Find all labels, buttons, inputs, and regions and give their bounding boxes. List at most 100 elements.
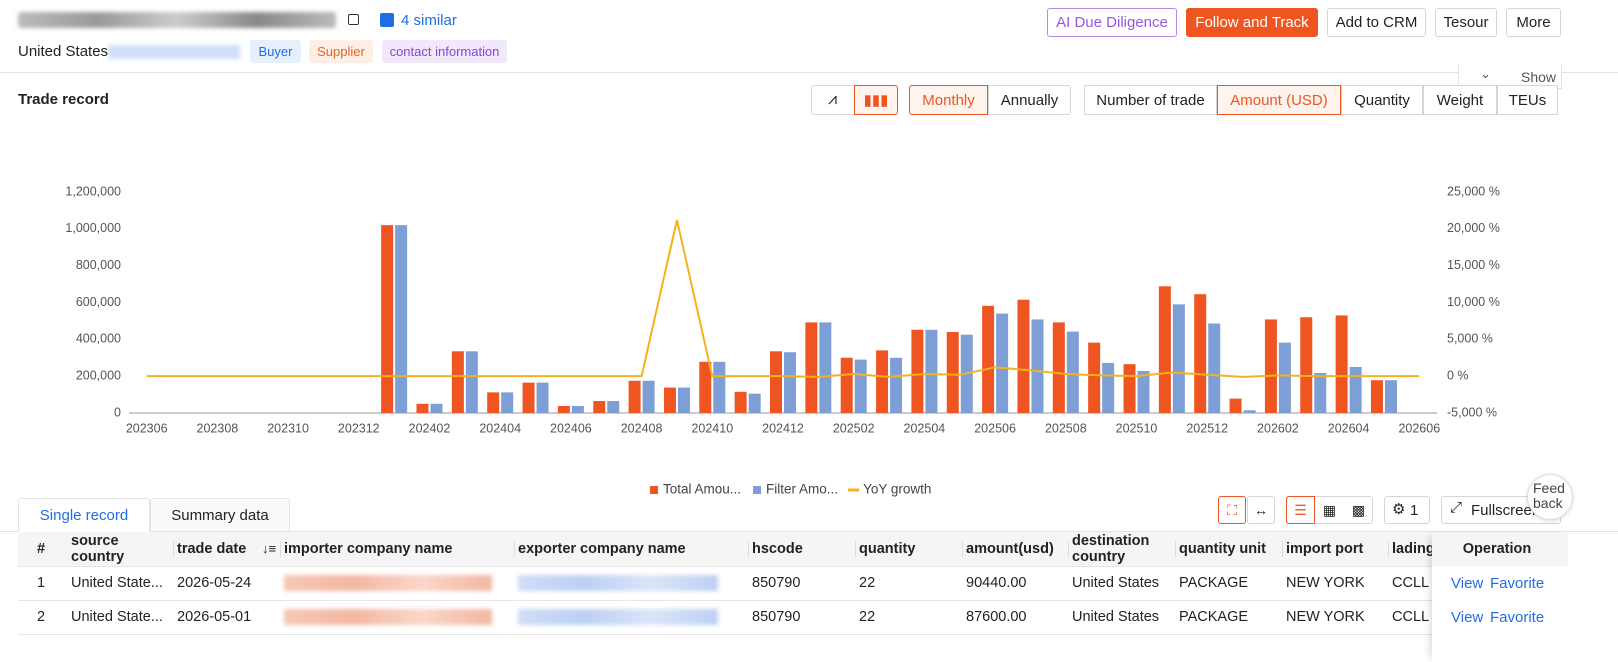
row-action[interactable]: View [1451, 608, 1484, 626]
dense-view[interactable]: ▩ [1351, 501, 1366, 518]
legend-swatch [650, 486, 658, 494]
line [146, 219, 1420, 378]
bar [819, 322, 832, 413]
tab[interactable]: Summary data [150, 498, 290, 532]
period-option[interactable]: Monthly [909, 85, 988, 115]
bar [593, 401, 606, 413]
table-cell: 22 [859, 609, 876, 625]
table-cell: PACKAGE [1179, 575, 1249, 591]
y-tick-label: 1,200,000 [65, 184, 121, 198]
x-tick-label: 202502 [833, 421, 875, 435]
bar [840, 357, 853, 413]
row-action[interactable]: Favorite [1490, 574, 1545, 592]
bar [536, 382, 549, 413]
bar [381, 225, 394, 413]
table-cell: 2 [36, 609, 46, 625]
x-tick-label: 202506 [974, 421, 1016, 435]
y-tick-label: 600,000 [76, 295, 121, 309]
column-separator [855, 541, 856, 557]
copy-icon[interactable] [348, 14, 359, 25]
metric-option[interactable]: TEUs [1497, 85, 1558, 115]
table-cell: 850790 [752, 609, 801, 625]
list-view[interactable]: ☰ [1286, 496, 1315, 524]
bar [890, 357, 903, 413]
legend-label: YoY growth [863, 482, 931, 497]
divider [0, 72, 1618, 73]
y-tick-label: 400,000 [76, 332, 121, 346]
bar [1229, 398, 1242, 413]
action-button[interactable]: Tesour [1435, 8, 1497, 37]
column-header: Operation [1462, 541, 1532, 557]
metric-option[interactable]: Amount (USD) [1217, 85, 1341, 115]
bar [1102, 362, 1115, 413]
bar [854, 359, 867, 413]
x-tick-label: 202406 [550, 421, 592, 435]
table-cell: 22 [859, 575, 876, 591]
column-separator [1068, 541, 1069, 557]
bar [571, 406, 584, 413]
y2-tick-label: -5,000 % [1447, 405, 1497, 419]
table-cell: 90440.00 [966, 575, 1027, 591]
bar [1384, 380, 1397, 413]
bar [1264, 319, 1277, 413]
row-action[interactable]: Favorite [1490, 608, 1545, 626]
column-header: quantity unit [1179, 541, 1266, 557]
blurred-address [108, 45, 240, 59]
tab[interactable]: Single record [18, 498, 150, 532]
table-cell: 1 [36, 575, 46, 591]
metric-option[interactable]: Weight [1423, 85, 1497, 115]
bar [1335, 315, 1348, 413]
x-tick-label: 202312 [338, 421, 380, 435]
blurred-exporter [518, 609, 718, 625]
row-line [18, 566, 1568, 567]
similar-link[interactable]: 4 similar [401, 12, 457, 29]
y2-tick-label: 15,000 % [1447, 258, 1500, 272]
x-tick-label: 202602 [1257, 421, 1299, 435]
line-chart-toggle[interactable]: ⩘ [827, 91, 838, 108]
row-line [18, 600, 1568, 601]
fit-icon[interactable]: ⛶ [1218, 496, 1246, 524]
row-action[interactable]: View [1451, 574, 1484, 592]
bar [946, 331, 959, 413]
action-button[interactable]: Add to CRM [1327, 8, 1426, 37]
column-header: destination country [1072, 533, 1150, 565]
metric-option[interactable]: Quantity [1341, 85, 1423, 115]
bar [911, 329, 924, 413]
action-button[interactable]: Follow and Track [1186, 8, 1318, 37]
x-tick-label: 202308 [197, 421, 239, 435]
bar [451, 351, 464, 413]
bar [1370, 380, 1383, 413]
feedback[interactable]: Feed back [1527, 474, 1573, 520]
bar [699, 361, 712, 413]
y-tick-label: 200,000 [76, 368, 121, 382]
y2-tick-label: 0 % [1447, 368, 1469, 382]
y-tick-label: 0 [114, 405, 121, 419]
table-cell: CCLL [1392, 609, 1430, 625]
column-separator [1282, 541, 1283, 557]
legend-label: Filter Amo... [766, 482, 838, 497]
bar-chart-toggle[interactable]: ▮▮▮ [854, 85, 898, 115]
action-button[interactable]: AI Due Diligence [1047, 8, 1177, 37]
bar [677, 387, 690, 413]
tab-divider [0, 531, 1618, 532]
expand-icon[interactable]: ↔ [1247, 496, 1275, 524]
bar [1137, 371, 1150, 413]
x-tick-label: 202604 [1328, 421, 1370, 435]
x-tick-label: 202408 [621, 421, 663, 435]
column-header: quantity [859, 541, 916, 557]
table-cell: NEW YORK [1286, 609, 1365, 625]
action-button[interactable]: More [1506, 8, 1561, 37]
bar [925, 329, 938, 413]
settings-button[interactable]: 1 [1384, 496, 1430, 524]
metric-option[interactable]: Number of trade [1084, 85, 1217, 115]
grid-view[interactable]: ▦ [1322, 501, 1337, 518]
table-cell: United State... [71, 575, 163, 591]
bar [487, 392, 500, 413]
blurred-exporter [518, 575, 718, 591]
period-option[interactable]: Annually [988, 85, 1071, 115]
bar [805, 322, 818, 413]
table-cell: 87600.00 [966, 609, 1027, 625]
sort-icon[interactable]: ↓≡ [262, 541, 277, 556]
bar [628, 380, 641, 413]
